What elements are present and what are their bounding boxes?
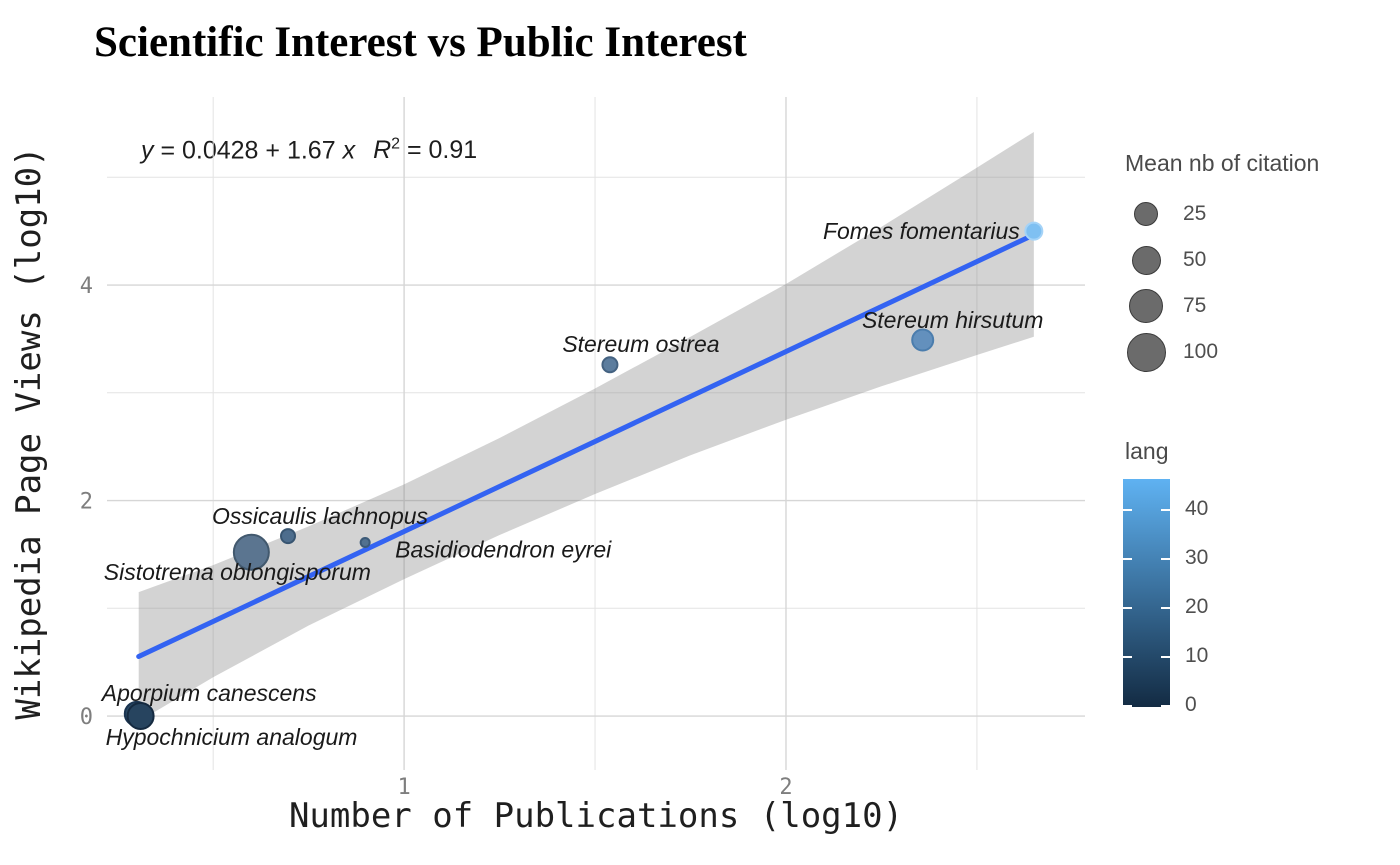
y-tick-label: 0 bbox=[80, 705, 93, 730]
size-legend-title: Mean nb of citation bbox=[1125, 150, 1320, 176]
size-legend-item: 75 bbox=[1123, 283, 1319, 329]
color-legend-title: lang bbox=[1125, 438, 1169, 464]
colorbar-tick bbox=[1123, 705, 1132, 707]
data-point bbox=[601, 356, 619, 374]
colorbar-tick-label: 30 bbox=[1185, 546, 1209, 569]
confidence-band-layer bbox=[138, 132, 1034, 722]
colorbar-tick-label: 0 bbox=[1185, 693, 1197, 716]
colorbar-tick bbox=[1123, 656, 1132, 658]
size-legend-item: 25 bbox=[1123, 191, 1319, 237]
colorbar-tick bbox=[1161, 656, 1170, 658]
colorbar-tick-label: 20 bbox=[1185, 595, 1209, 618]
size-legend-value: 75 bbox=[1183, 294, 1207, 317]
data-points-layer bbox=[123, 221, 1044, 731]
data-point-label: Fomes fomentarius bbox=[823, 218, 1020, 244]
data-point bbox=[1024, 221, 1044, 241]
x-tick-label: 2 bbox=[779, 775, 792, 800]
data-point-label: Aporpium canescens bbox=[100, 680, 317, 706]
colorbar-tick bbox=[1161, 558, 1170, 560]
data-point bbox=[126, 702, 155, 731]
size-legend-circle bbox=[1126, 332, 1166, 372]
data-point-label: Hypochnicium analogum bbox=[106, 724, 358, 750]
data-point-label: Basidiodendron eyrei bbox=[395, 537, 612, 563]
regression-line-layer bbox=[136, 232, 1037, 660]
size-legend-item: 50 bbox=[1123, 237, 1319, 283]
size-legend-circle bbox=[1134, 202, 1158, 226]
data-point bbox=[911, 328, 935, 352]
chart-title: Scientific Interest vs Public Interest bbox=[94, 19, 747, 66]
regression-line bbox=[136, 232, 1037, 660]
data-point-label: Sistotrema oblongisporum bbox=[104, 559, 371, 585]
data-point-label: Ossicaulis lachnopus bbox=[212, 503, 429, 529]
size-legend-value: 100 bbox=[1183, 340, 1219, 363]
colorbar-tick-label: 40 bbox=[1185, 497, 1209, 520]
size-legend-value: 50 bbox=[1183, 248, 1207, 271]
colorbar-tick bbox=[1123, 509, 1132, 511]
size-legend-value: 25 bbox=[1183, 202, 1207, 225]
x-axis-title: Number of Publications (log10) bbox=[289, 796, 903, 836]
colorbar-gradient: 0 10 20 30 40 bbox=[1123, 479, 1208, 716]
y-tick-label: 2 bbox=[80, 490, 93, 515]
colorbar-tick bbox=[1123, 558, 1132, 560]
r-squared-variable: R bbox=[373, 136, 392, 165]
data-point-label: Stereum ostrea bbox=[562, 331, 719, 357]
r-squared-value: = 0.91 bbox=[400, 136, 478, 165]
colorbar-tick bbox=[1161, 509, 1170, 511]
colorbar-tick bbox=[1161, 607, 1170, 609]
colorbar-tick bbox=[1161, 705, 1170, 707]
equation-body: = 0.0428 + 1.67 bbox=[153, 136, 343, 165]
color-legend: lang 0 10 20 30 40 bbox=[1123, 438, 1208, 716]
point-labels-layer: Sistotrema oblongisporum Ossicaulis lachn… bbox=[100, 218, 1044, 750]
colorbar-tick-label: 10 bbox=[1185, 644, 1209, 667]
y-tick-label: 4 bbox=[80, 274, 93, 299]
size-legend-circle bbox=[1131, 245, 1161, 275]
size-legend-item: 100 bbox=[1123, 329, 1319, 375]
equation-y-variable: y bbox=[141, 136, 154, 165]
data-point bbox=[359, 537, 371, 549]
data-point bbox=[280, 528, 297, 545]
colorbar-tick bbox=[1123, 607, 1132, 609]
confidence-band bbox=[138, 132, 1034, 722]
r-squared-exponent: 2 bbox=[391, 136, 401, 153]
gridlines-minor bbox=[107, 97, 1085, 770]
equation-x-variable: x bbox=[342, 136, 356, 165]
data-point bbox=[232, 533, 270, 571]
equation-annotation: y = 0.0428 + 1.67 x R2 = 0.91 bbox=[141, 136, 477, 165]
size-legend-circle bbox=[1129, 289, 1163, 323]
tick-labels-layer: 1 2 0 2 4 bbox=[80, 274, 793, 800]
y-axis-title: Wikipedia Page Views (log10) bbox=[9, 146, 49, 719]
data-point-label: Stereum hirsutum bbox=[862, 307, 1044, 333]
size-legend: Mean nb of citation 25 50 75 100 bbox=[1123, 150, 1319, 375]
x-tick-label: 1 bbox=[397, 775, 410, 800]
